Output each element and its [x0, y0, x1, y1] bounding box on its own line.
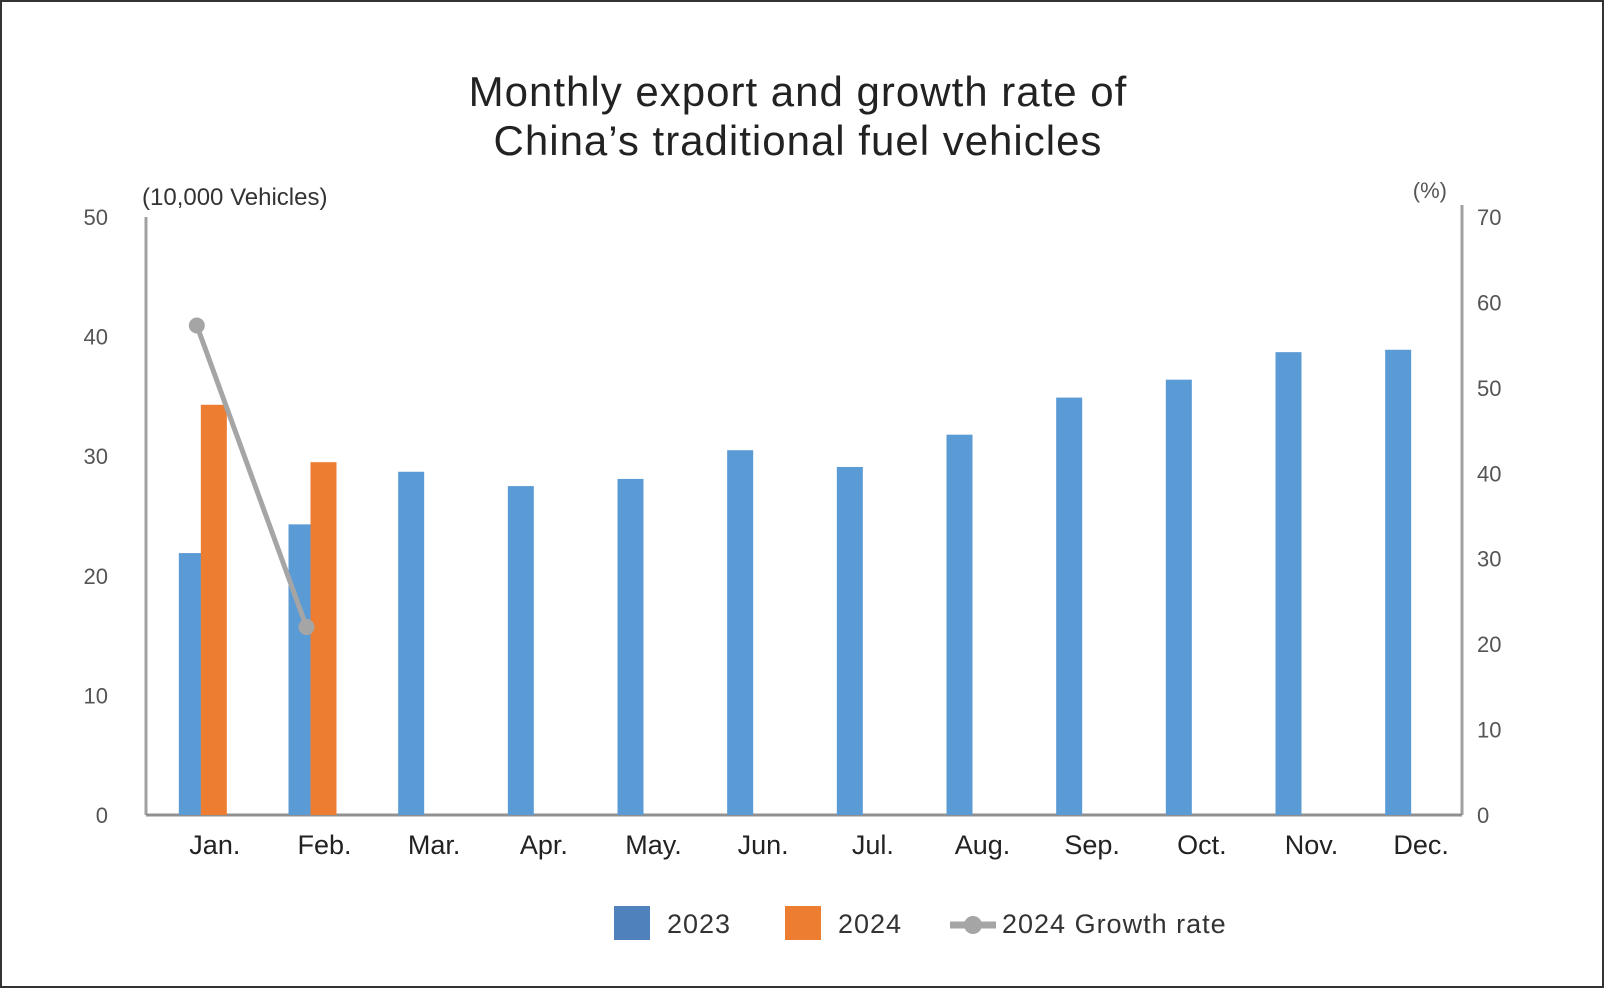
right-tick-label: 30 — [1477, 547, 1501, 572]
right-tick-label: 60 — [1477, 290, 1501, 315]
bar-2023-Oct — [1165, 379, 1192, 815]
right-tick-label: 70 — [1477, 205, 1501, 230]
bar-2024-Jan — [200, 404, 227, 815]
x-tick-label: Jan. — [189, 830, 240, 860]
bar-2023-Feb — [288, 524, 315, 815]
x-tick-label: May. — [625, 830, 682, 860]
legend-swatch-2023 — [614, 906, 650, 940]
legend-swatch-2024 — [785, 906, 821, 940]
x-tick-label: Jul. — [852, 830, 894, 860]
left-tick-label: 40 — [84, 325, 108, 350]
x-tick-label: Feb. — [297, 830, 351, 860]
right-tick-label: 10 — [1477, 718, 1501, 743]
bar-2023-Mar — [398, 471, 425, 815]
bar-2023-Jun — [727, 450, 754, 815]
left-tick-label: 10 — [84, 683, 108, 708]
x-tick-label: Aug. — [955, 830, 1011, 860]
bar-2023-Sep — [1056, 397, 1083, 815]
bar-2023-Jul — [836, 466, 863, 815]
bar-2023-Apr — [507, 486, 534, 815]
bar-2023-Aug — [946, 434, 973, 815]
x-tick-label: Dec. — [1393, 830, 1449, 860]
right-tick-label: 0 — [1477, 803, 1489, 828]
x-tick-label: Oct. — [1177, 830, 1227, 860]
growth-rate-point-Jan — [188, 317, 205, 334]
x-tick-label: Apr. — [520, 830, 568, 860]
legend-label-growth-rate: 2024 Growth rate — [1002, 909, 1227, 939]
x-tick-label: Sep. — [1064, 830, 1120, 860]
x-tick-label: Nov. — [1285, 830, 1339, 860]
bar-2023-Dec — [1385, 349, 1412, 815]
left-tick-label: 0 — [96, 803, 108, 828]
legend: 2023 2024 2024 Growth rate — [614, 906, 1227, 940]
growth-rate-point-Feb — [298, 619, 315, 636]
x-tick-label: Mar. — [408, 830, 461, 860]
left-tick-label: 20 — [84, 564, 108, 589]
legend-marker-growth-rate — [964, 916, 982, 934]
right-axis-unit: (%) — [1413, 178, 1447, 203]
legend-label-2023: 2023 — [667, 909, 731, 939]
legend-label-2024: 2024 — [838, 909, 902, 939]
bar-2023-May — [617, 478, 644, 815]
right-tick-label: 20 — [1477, 632, 1501, 657]
growth-rate-line — [194, 324, 309, 628]
right-tick-label: 40 — [1477, 461, 1501, 486]
left-tick-label: 50 — [84, 205, 108, 230]
chart-title-line-1: Monthly export and growth rate of — [469, 68, 1128, 115]
left-tick-label: 30 — [84, 444, 108, 469]
bar-2024-Feb — [310, 462, 337, 815]
bar-2023-Nov — [1275, 352, 1302, 815]
bar-2023-Jan — [178, 553, 205, 815]
chart-title-line-2: China’s traditional fuel vehicles — [494, 117, 1103, 164]
right-tick-label: 50 — [1477, 376, 1501, 401]
left-axis-unit: (10,000 Vehicles) — [142, 184, 327, 211]
x-tick-label: Jun. — [738, 830, 789, 860]
